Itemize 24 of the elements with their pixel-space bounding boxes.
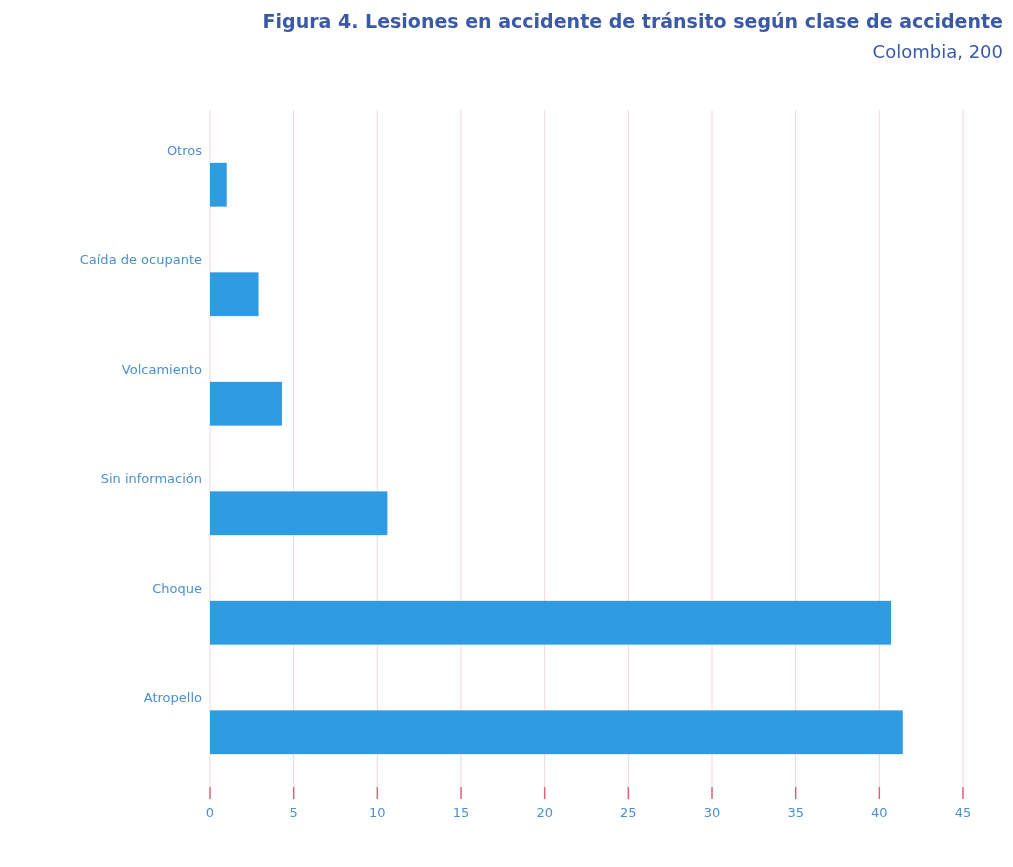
y-tick-label: Choque — [152, 580, 202, 596]
bar — [210, 272, 259, 317]
bar — [210, 381, 282, 426]
bar — [210, 600, 892, 645]
bar — [210, 710, 903, 755]
bar — [210, 491, 388, 536]
x-tick-label: 35 — [787, 805, 804, 820]
x-tick-label: 10 — [369, 805, 386, 820]
x-tick-label: 25 — [620, 805, 637, 820]
bar — [210, 162, 227, 207]
x-tick-label: 30 — [703, 805, 721, 820]
y-tick-label: Volcamiento — [121, 361, 203, 377]
chart-subtitle: Colombia, 200 — [872, 41, 1003, 62]
y-tick-label: Sin información — [100, 471, 202, 487]
x-tick-label: 15 — [452, 805, 470, 820]
y-tick-label: Atropello — [143, 690, 203, 706]
x-tick-label: 40 — [871, 805, 888, 820]
y-tick-label: Caída de ocupante — [79, 252, 202, 268]
x-tick-label: 20 — [536, 805, 553, 820]
y-tick-label: Otros — [166, 142, 203, 158]
x-tick-label: 45 — [954, 805, 972, 820]
x-tick-label: 0 — [205, 805, 215, 820]
x-tick-label: 5 — [289, 805, 298, 820]
chart-title: Figura 4. Lesiones en accidente de tránsito según clase de accidente — [262, 10, 1003, 32]
